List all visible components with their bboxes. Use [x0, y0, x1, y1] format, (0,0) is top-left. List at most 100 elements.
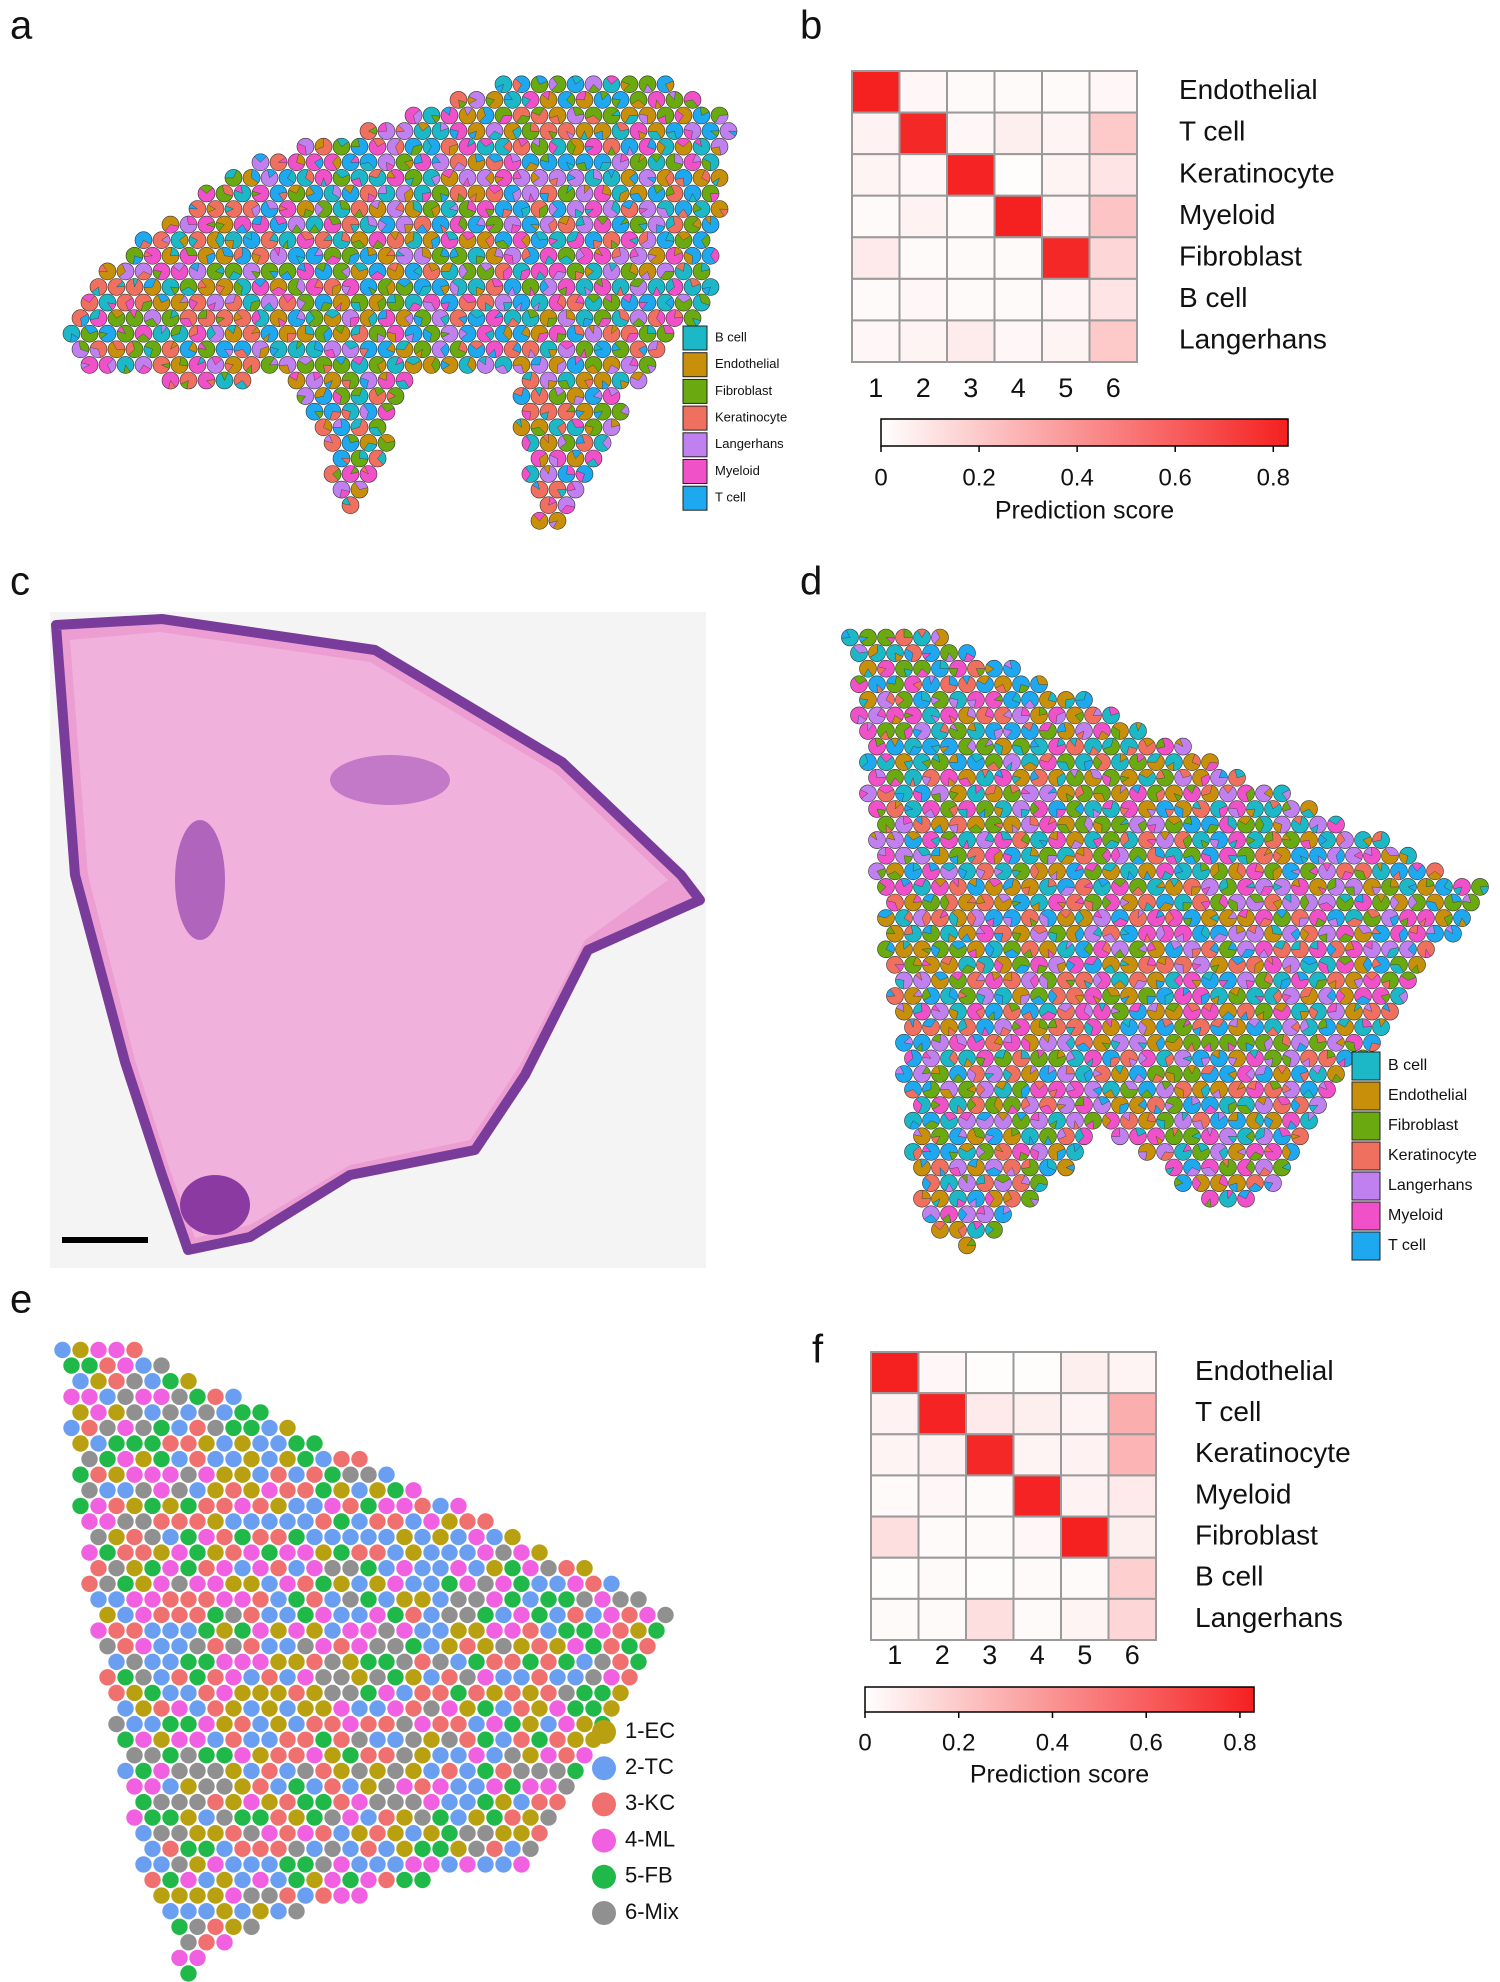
spot-wedge [611, 325, 619, 335]
row-label: Keratinocyte [1179, 157, 1335, 188]
spot-wedge [1120, 959, 1130, 966]
spot-wedge [922, 775, 932, 786]
spot-wedge [629, 247, 639, 258]
spot-wedge [1458, 917, 1467, 927]
spot-wedge [894, 800, 902, 810]
spot-wedge [1318, 1018, 1328, 1030]
spot-wedge [1273, 821, 1283, 834]
spot [351, 1513, 368, 1530]
spot-wedge [1246, 836, 1256, 845]
spot-wedge [1272, 866, 1282, 881]
spot-wedge [488, 130, 503, 140]
row-label: Myeloid [1179, 199, 1275, 230]
spot-wedge [1192, 963, 1202, 971]
spot-wedge [877, 909, 893, 919]
spot-wedge [683, 251, 693, 265]
heatmap-cell [870, 1474, 920, 1518]
heatmap-cell [851, 194, 901, 239]
spot-wedge [1098, 1002, 1106, 1013]
spot-wedge [1057, 824, 1071, 834]
spot-wedge [408, 302, 422, 312]
spot-wedge [928, 862, 940, 872]
spot-wedge [622, 293, 633, 303]
spot-wedge [598, 317, 612, 327]
spot-wedge [573, 395, 585, 405]
spot [288, 1809, 305, 1826]
spot [216, 1903, 233, 1920]
spot-wedge [1144, 902, 1154, 912]
heatmap-cell [1088, 319, 1138, 363]
spot [234, 1715, 251, 1733]
spot [198, 1684, 215, 1702]
spot [171, 1856, 188, 1873]
spot-wedge [1146, 838, 1156, 846]
spot-wedge [1427, 871, 1443, 880]
spot-wedge [262, 302, 275, 312]
spot-wedge [1210, 862, 1220, 878]
spot-wedge [170, 247, 180, 257]
spot-wedge [588, 325, 595, 335]
spot-wedge [440, 284, 450, 295]
spot-wedge [1166, 761, 1175, 771]
heatmap-cell [1012, 1392, 1062, 1436]
spot-wedge [951, 971, 964, 981]
spot [63, 1419, 80, 1437]
spot-wedge [1023, 722, 1034, 732]
spot-wedge [967, 1068, 977, 1083]
spot-wedge [350, 302, 361, 312]
spot-wedge [1182, 1144, 1192, 1153]
spot-wedge [647, 340, 658, 351]
spot-wedge [78, 340, 90, 353]
spot [423, 1606, 440, 1624]
row-label: Fibroblast [1179, 240, 1302, 271]
spot [180, 1560, 197, 1577]
spot-wedge [886, 900, 899, 912]
spot [486, 1809, 503, 1826]
spot-wedge [993, 1035, 1003, 1046]
spot [207, 1606, 224, 1624]
spot-wedge [994, 959, 1004, 973]
spot [198, 1934, 215, 1951]
spot-wedge [540, 411, 549, 421]
spot-wedge [350, 155, 360, 163]
spot-wedge [1056, 772, 1066, 787]
spot-wedge [629, 193, 644, 203]
spot-wedge [1113, 917, 1128, 927]
spot-wedge [1119, 818, 1129, 825]
spot-wedge [903, 760, 913, 770]
spot-wedge [1039, 753, 1054, 763]
spot [504, 1747, 521, 1764]
spot-wedge [507, 317, 520, 327]
spot-wedge [1128, 1058, 1138, 1067]
spot [531, 1793, 548, 1811]
spot [315, 1700, 332, 1717]
spot-wedge [903, 725, 913, 740]
spot-wedge [157, 293, 170, 303]
spot [216, 1622, 233, 1639]
spot [504, 1560, 521, 1577]
spot [387, 1856, 404, 1873]
spot-wedge [932, 1198, 941, 1207]
spot-wedge [495, 239, 510, 249]
spot [297, 1793, 314, 1811]
spot-wedge [557, 380, 571, 390]
spot [513, 1669, 530, 1686]
spot [153, 1450, 170, 1468]
heatmap-cell [946, 70, 996, 114]
spot [108, 1591, 125, 1608]
spot-wedge [913, 1002, 923, 1014]
spot-wedge [1192, 800, 1202, 810]
spot-wedge [1004, 660, 1013, 670]
spot-wedge [895, 978, 905, 990]
spot [144, 1591, 161, 1608]
spot [513, 1793, 530, 1811]
spot-wedge [1264, 831, 1274, 843]
spot-wedge [909, 777, 916, 787]
spot-wedge [625, 332, 639, 343]
spot-wedge [1165, 1167, 1175, 1175]
spot-wedge [1256, 1096, 1267, 1106]
spot-wedge [1326, 989, 1336, 1002]
heatmap-cell [917, 1597, 967, 1642]
spot-wedge [458, 328, 468, 339]
spot-wedge [630, 371, 644, 381]
